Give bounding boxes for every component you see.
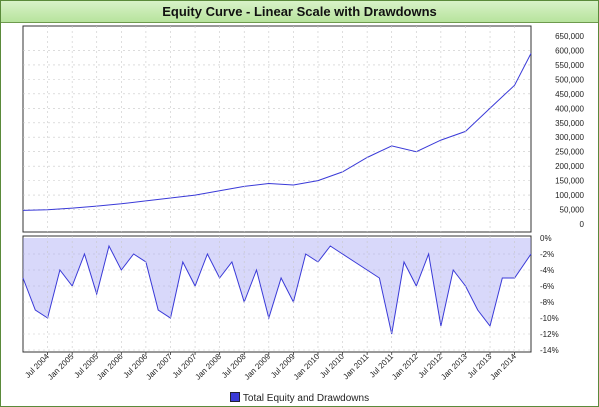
equity-y-tick-label: 250,000 bbox=[555, 148, 584, 157]
drawdown-y-tick-label: -12% bbox=[540, 330, 559, 339]
x-tick-label: Jan 2014 bbox=[488, 352, 518, 382]
equity-y-tick-label: 550,000 bbox=[555, 61, 584, 70]
drawdown-y-tick-label: 0% bbox=[540, 234, 552, 243]
equity-y-tick-label: 150,000 bbox=[555, 177, 584, 186]
x-tick-label: Jan 2010 bbox=[292, 352, 322, 382]
equity-y-tick-label: 200,000 bbox=[555, 162, 584, 171]
equity-y-tick-label: 400,000 bbox=[555, 104, 584, 113]
x-tick-label: Jan 2006 bbox=[95, 352, 125, 382]
x-tick-label: Jan 2005 bbox=[46, 352, 76, 382]
chart-legend: Total Equity and Drawdowns bbox=[1, 392, 598, 406]
x-tick-label: Jan 2011 bbox=[341, 352, 371, 382]
x-tick-label: Jan 2012 bbox=[390, 352, 420, 382]
drawdown-plot-area bbox=[22, 235, 532, 353]
legend-swatch bbox=[229, 392, 240, 402]
drawdown-y-tick-label: -10% bbox=[540, 314, 559, 323]
drawdown-line bbox=[22, 244, 532, 335]
drawdown-y-tick-label: -2% bbox=[540, 250, 554, 259]
x-tick-label: Jan 2008 bbox=[193, 352, 223, 382]
drawdown-y-tick-label: -4% bbox=[540, 266, 554, 275]
drawdown-y-tick-label: -6% bbox=[540, 282, 554, 291]
x-tick-label: Jan 2013 bbox=[439, 352, 469, 382]
equity-y-tick-label: 650,000 bbox=[555, 32, 584, 41]
drawdown-y-tick-label: -14% bbox=[540, 346, 559, 355]
equity-y-tick-label: 500,000 bbox=[555, 75, 584, 84]
equity-y-tick-label: 100,000 bbox=[555, 191, 584, 200]
equity-y-tick-label: 600,000 bbox=[555, 46, 584, 55]
chart-title: Equity Curve - Linear Scale with Drawdow… bbox=[1, 1, 598, 23]
x-tick-label: Jan 2009 bbox=[243, 352, 273, 382]
equity-y-tick-label: 350,000 bbox=[555, 119, 584, 128]
equity-y-tick-label: 450,000 bbox=[555, 90, 584, 99]
equity-plot-area bbox=[22, 25, 532, 233]
drawdown-y-tick-label: -8% bbox=[540, 298, 554, 307]
equity-line bbox=[22, 53, 532, 211]
legend-label: Total Equity and Drawdowns bbox=[242, 393, 370, 404]
equity-y-tick-label: 0 bbox=[580, 220, 585, 229]
x-tick-label: Jan 2007 bbox=[144, 352, 174, 382]
equity-y-tick-label: 300,000 bbox=[555, 133, 584, 142]
equity-y-tick-label: 50,000 bbox=[560, 206, 585, 215]
